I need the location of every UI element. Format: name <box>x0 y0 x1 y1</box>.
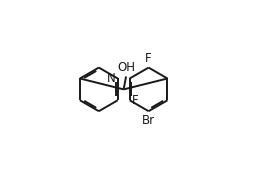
Text: OH: OH <box>118 61 136 74</box>
Text: N: N <box>107 72 116 85</box>
Text: Br: Br <box>142 114 155 127</box>
Text: F: F <box>132 94 139 107</box>
Text: F: F <box>145 52 152 65</box>
